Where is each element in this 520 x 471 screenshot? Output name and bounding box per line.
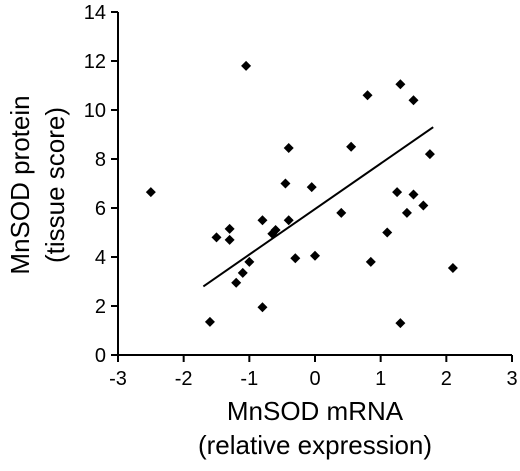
data-point	[283, 142, 294, 153]
x-tick-label: 2	[441, 368, 452, 390]
y-ticks: 0 2 4 6 8 10 12 14	[84, 2, 118, 367]
data-point	[365, 256, 376, 267]
data-points	[145, 60, 458, 329]
y-tick-label: 0	[95, 345, 106, 367]
x-tick-label: -3	[109, 368, 127, 390]
x-tick-label: -1	[240, 368, 258, 390]
x-tick-label: -2	[175, 368, 193, 390]
y-axis-subtitle: (tissue score)	[40, 107, 70, 263]
data-point	[145, 187, 156, 198]
data-point	[224, 223, 235, 234]
y-tick-label: 4	[95, 247, 106, 269]
axes	[117, 12, 512, 356]
data-point	[336, 207, 347, 218]
x-axis-subtitle: (relative expression)	[198, 430, 432, 460]
data-point	[310, 250, 320, 261]
y-tick-label: 14	[84, 2, 106, 24]
x-ticks: -3 -2 -1 0 1 2 3	[109, 355, 518, 390]
y-tick-label: 8	[95, 149, 106, 171]
data-point	[257, 215, 268, 226]
data-point	[395, 79, 406, 90]
data-point	[418, 200, 429, 211]
data-point	[244, 256, 255, 267]
x-tick-label: 3	[506, 368, 517, 390]
data-point	[237, 267, 248, 278]
data-point	[362, 90, 373, 101]
data-point	[257, 302, 268, 313]
data-point	[231, 277, 242, 288]
y-tick-label: 6	[95, 198, 106, 220]
y-axis-title: MnSOD protein	[5, 95, 35, 274]
data-point	[424, 149, 435, 160]
data-point	[211, 232, 222, 243]
data-point	[270, 225, 281, 236]
data-point	[401, 207, 412, 218]
y-tick-label: 12	[84, 51, 106, 73]
y-tick-label: 10	[84, 100, 106, 122]
x-axis-title: MnSOD mRNA	[227, 396, 404, 426]
data-point	[346, 141, 357, 152]
data-point	[408, 189, 419, 200]
data-point	[290, 253, 301, 264]
data-point	[395, 318, 406, 329]
y-tick-label: 2	[95, 296, 106, 318]
data-point	[224, 234, 235, 245]
data-point	[283, 215, 294, 226]
data-point	[447, 263, 458, 274]
data-point	[408, 95, 419, 106]
regression-line	[202, 126, 434, 288]
data-point	[392, 187, 403, 198]
data-point	[280, 178, 291, 189]
data-point	[204, 316, 215, 327]
data-point	[382, 227, 393, 238]
x-tick-label: 0	[309, 368, 320, 390]
x-tick-label: 1	[375, 368, 386, 390]
data-point	[306, 182, 317, 193]
data-point	[241, 60, 252, 71]
